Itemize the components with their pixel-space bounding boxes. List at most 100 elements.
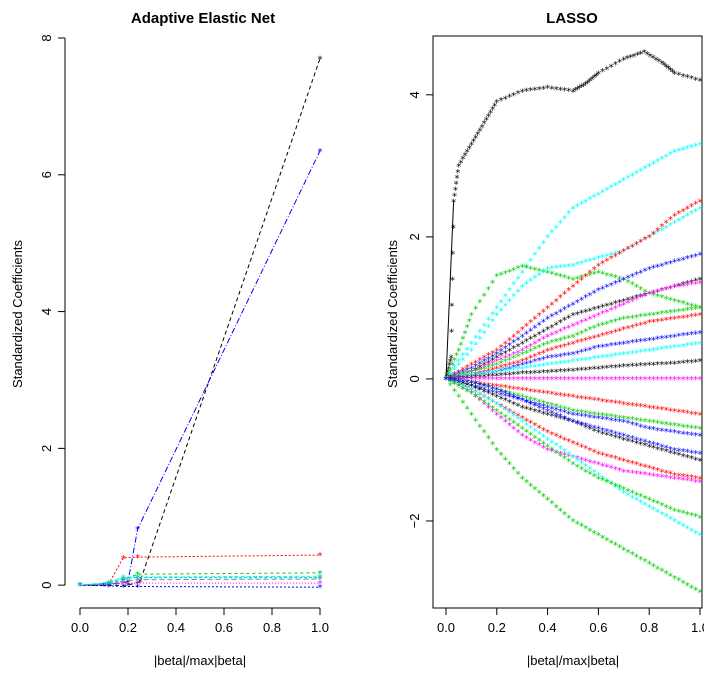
- series-point: *: [446, 370, 451, 381]
- series-point: *: [596, 414, 601, 425]
- series-point: *: [318, 575, 323, 586]
- series-point: *: [689, 423, 694, 434]
- series-point: *: [465, 323, 470, 334]
- series-point: *: [617, 417, 622, 428]
- series-point: *: [592, 313, 597, 324]
- series-point: *: [494, 368, 499, 379]
- series-point: *: [617, 455, 622, 466]
- series-point: *: [456, 371, 461, 382]
- panel-1-marks: * * * *** * **** ** * ** * * * ** * * * ** * * * ** * * * ** * * * *…: [78, 55, 323, 595]
- series-point: *: [477, 363, 482, 374]
- series-point: *: [609, 251, 614, 262]
- series-point: *: [528, 436, 533, 447]
- series-point: *: [668, 259, 673, 270]
- series-point: *: [499, 394, 504, 405]
- series-point: *: [537, 350, 542, 361]
- series-point: *: [465, 378, 470, 389]
- series-point: *: [545, 265, 550, 276]
- series-point: *: [549, 312, 554, 323]
- series-point: *: [613, 429, 618, 440]
- series-point: *: [486, 387, 491, 398]
- series-point: *: [630, 493, 635, 504]
- series-point: *: [452, 365, 457, 376]
- series-point: *: [698, 275, 703, 286]
- series-point: *: [651, 310, 656, 321]
- series-point: *: [642, 291, 647, 302]
- series-point: *: [575, 456, 580, 467]
- x-tick-label: 0.8: [263, 620, 281, 635]
- series-point: *: [596, 311, 601, 322]
- series-point: *: [454, 351, 459, 362]
- series-point: *: [617, 362, 622, 373]
- series-point: *: [596, 460, 601, 471]
- series-point: *: [638, 361, 643, 372]
- series-point: *: [638, 555, 643, 566]
- series-point: *: [600, 534, 605, 545]
- series-point: *: [698, 410, 703, 421]
- series-point: *: [571, 366, 576, 377]
- series-point: *: [554, 352, 559, 363]
- series-point: *: [681, 452, 686, 463]
- series-point: *: [647, 375, 652, 386]
- series-point: *: [638, 470, 643, 481]
- series-point: *: [503, 349, 508, 360]
- series-point: *: [621, 325, 626, 336]
- series-point: *: [515, 470, 520, 481]
- series-point: *: [613, 363, 618, 374]
- series-point: *: [647, 290, 652, 301]
- series-point: *: [672, 315, 677, 326]
- series-point: *: [676, 216, 681, 227]
- series-point: *: [511, 344, 516, 355]
- series-point: *: [613, 416, 618, 427]
- series-point: *: [520, 268, 525, 279]
- series-point: *: [448, 373, 453, 384]
- series-point: *: [482, 398, 487, 409]
- series-point: *: [698, 425, 703, 436]
- series-point: *: [135, 573, 140, 584]
- series-point: *: [482, 382, 487, 393]
- series-point: *: [634, 490, 639, 501]
- series-point: *: [634, 283, 639, 294]
- series-point: *: [659, 286, 664, 297]
- series-point: *: [469, 364, 474, 375]
- series-point: *: [634, 552, 639, 563]
- series-point: *: [494, 389, 499, 400]
- series-point: *: [135, 574, 140, 585]
- series-line: [79, 554, 321, 586]
- series-point: *: [647, 403, 652, 414]
- series-point: *: [651, 335, 656, 346]
- series-point: *: [456, 382, 461, 393]
- series-point: *: [499, 347, 504, 358]
- series-point: *: [689, 202, 694, 213]
- series-point: *: [106, 580, 111, 591]
- series-point: *: [554, 402, 559, 413]
- series-point: *: [638, 440, 643, 451]
- series-point: *: [681, 342, 686, 353]
- series-point: *: [528, 387, 533, 398]
- series-point: *: [528, 395, 533, 406]
- series-point: *: [444, 375, 449, 386]
- series-point: *: [503, 455, 508, 466]
- series-point: *: [554, 406, 559, 417]
- series-point: *: [494, 375, 499, 386]
- series-point: *: [575, 85, 580, 96]
- series-point: *: [664, 444, 669, 455]
- series-point: *: [511, 91, 516, 102]
- series-point: *: [579, 366, 584, 377]
- series-point: *: [571, 87, 576, 98]
- series-point: *: [537, 388, 542, 399]
- series-point: *: [583, 462, 588, 473]
- series-point: *: [494, 386, 499, 397]
- series-point: *: [452, 191, 457, 202]
- series-point: *: [562, 447, 567, 458]
- series-point: *: [621, 300, 626, 311]
- series-point: *: [482, 119, 487, 130]
- series-point: *: [499, 96, 504, 107]
- series-point: *: [621, 375, 626, 386]
- series-point: *: [460, 380, 465, 391]
- series-point: *: [630, 438, 635, 449]
- series-point: *: [537, 397, 542, 408]
- series-point: *: [503, 339, 508, 350]
- series-point: *: [545, 442, 550, 453]
